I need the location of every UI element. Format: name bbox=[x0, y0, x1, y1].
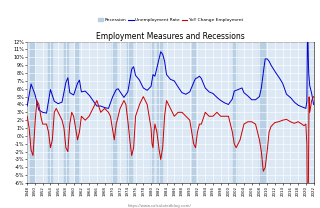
Legend: Recession, Unemployment Rate, YoY Change Employment: Recession, Unemployment Rate, YoY Change… bbox=[98, 18, 243, 22]
Bar bbox=[75, 42, 78, 183]
Bar bbox=[307, 42, 308, 183]
Bar bbox=[233, 42, 236, 183]
Bar bbox=[157, 42, 162, 183]
Bar bbox=[112, 42, 116, 183]
Bar bbox=[259, 42, 265, 183]
Text: https://www.calculatedblog.com/: https://www.calculatedblog.com/ bbox=[128, 204, 192, 208]
Bar bbox=[30, 42, 34, 183]
Bar bbox=[192, 42, 195, 183]
Bar bbox=[49, 42, 52, 183]
Bar bbox=[151, 42, 153, 183]
Title: Employment Measures and Recessions: Employment Measures and Recessions bbox=[96, 32, 245, 41]
Bar bbox=[64, 42, 68, 183]
Bar bbox=[127, 42, 132, 183]
